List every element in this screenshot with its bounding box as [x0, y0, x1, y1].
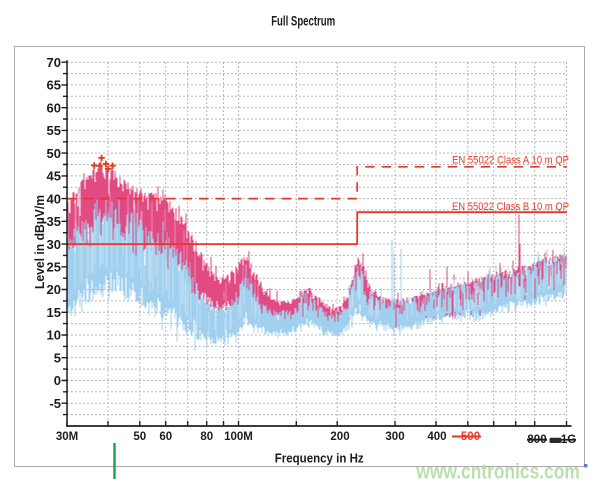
svg-text:50: 50: [47, 146, 61, 161]
svg-text:10: 10: [47, 328, 61, 343]
svg-text:Frequency in Hz: Frequency in Hz: [275, 451, 364, 466]
svg-text:60: 60: [159, 431, 172, 443]
svg-text:400: 400: [427, 431, 446, 443]
svg-text:-5: -5: [49, 396, 61, 411]
svg-text:5: 5: [54, 350, 61, 365]
svg-text:30: 30: [47, 237, 61, 252]
svg-text:45: 45: [47, 169, 61, 184]
svg-text:30M: 30M: [56, 431, 78, 443]
svg-text:65: 65: [47, 78, 61, 93]
svg-text:20: 20: [47, 282, 61, 297]
svg-text:35: 35: [47, 214, 61, 229]
svg-text:15: 15: [47, 305, 61, 320]
svg-text:25: 25: [47, 260, 61, 275]
svg-text:55: 55: [47, 123, 61, 138]
svg-text:www.cntronics.com: www.cntronics.com: [415, 461, 579, 484]
svg-text:Level in dBµV/m: Level in dBµV/m: [32, 195, 47, 289]
svg-text:40: 40: [47, 191, 61, 206]
svg-text:EN 55022 Class A 10 m QP: EN 55022 Class A 10 m QP: [452, 155, 569, 167]
svg-text:70: 70: [47, 55, 61, 70]
svg-text:100M: 100M: [224, 431, 253, 443]
svg-text:300: 300: [385, 431, 404, 443]
svg-text:200: 200: [330, 431, 349, 443]
svg-text:EN 55022 Class B 10 m QP: EN 55022 Class B 10 m QP: [452, 201, 569, 213]
svg-text:80: 80: [200, 431, 213, 443]
svg-text:0: 0: [54, 373, 61, 388]
svg-text:Full Spectrum: Full Spectrum: [271, 14, 335, 29]
svg-text:50: 50: [133, 431, 146, 443]
svg-text:60: 60: [47, 100, 61, 115]
